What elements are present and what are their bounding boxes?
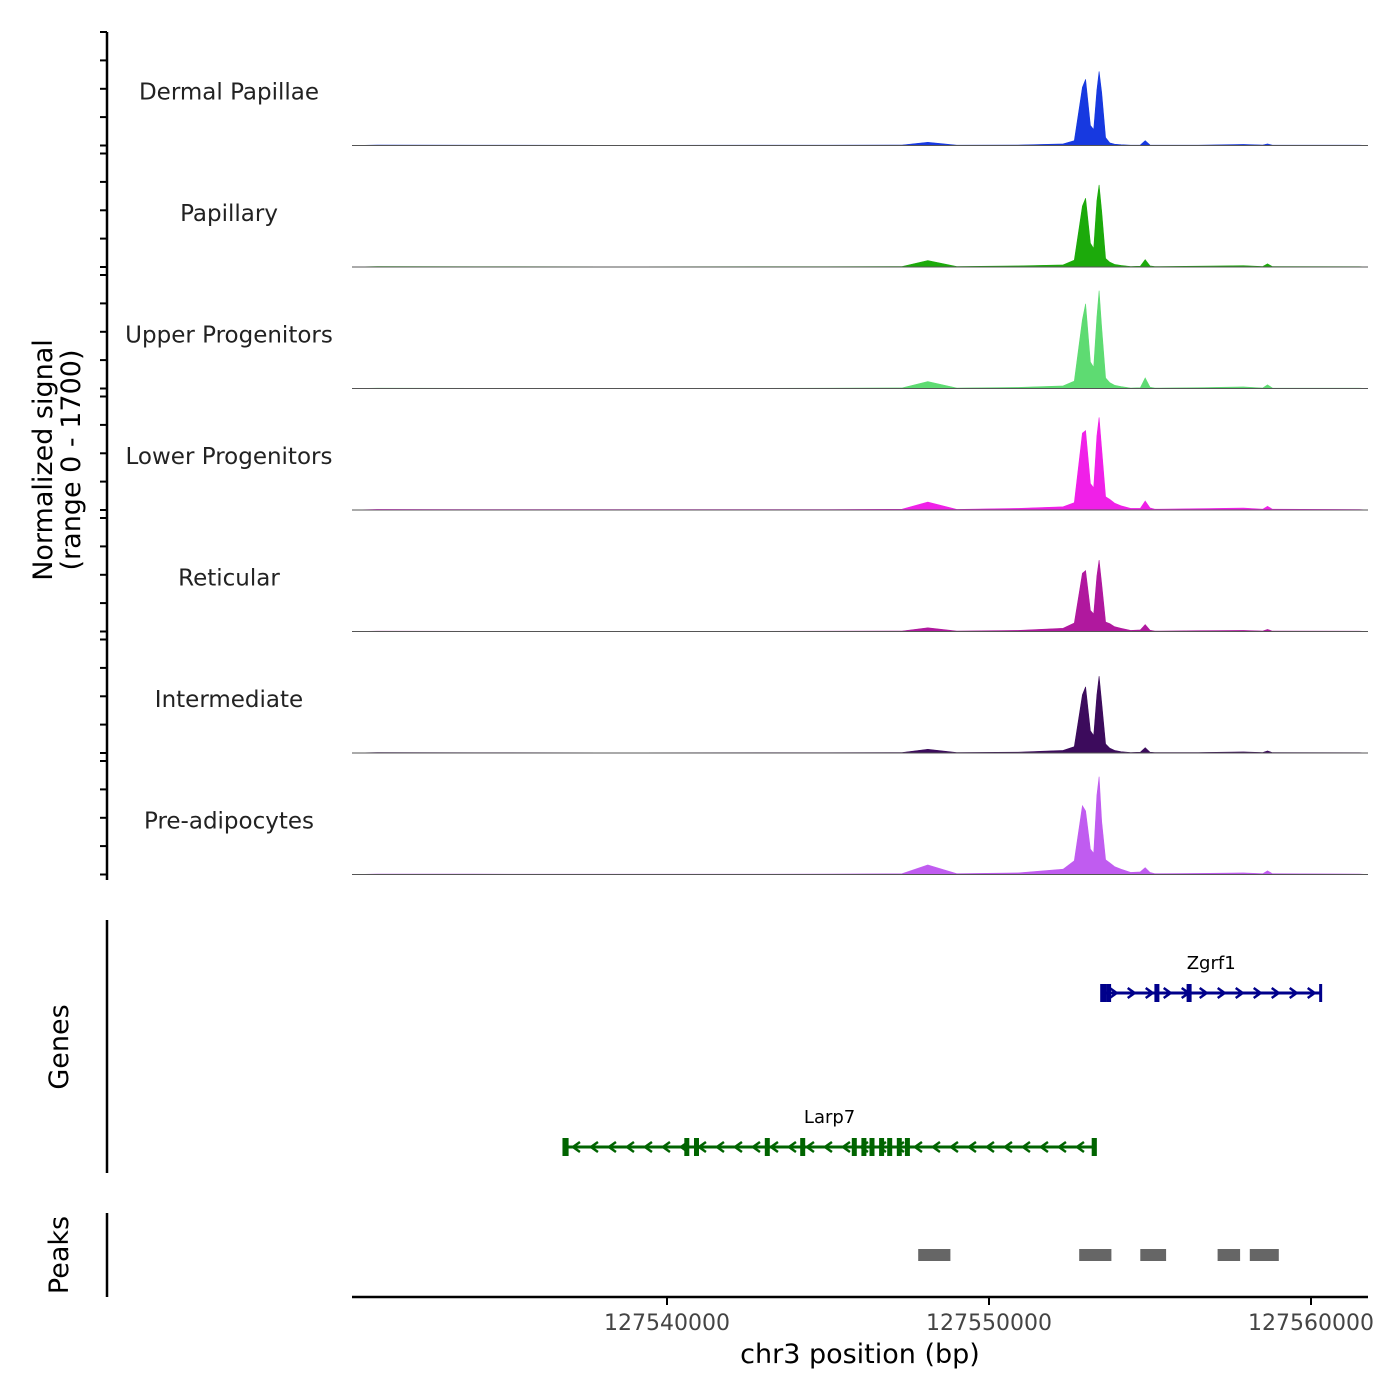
peak (1249, 1249, 1279, 1261)
x-tick-label: 127560000 (1248, 1311, 1374, 1336)
strand-arrow (1056, 1140, 1067, 1154)
peak (1079, 1249, 1112, 1261)
strand-arrow (732, 1140, 743, 1154)
exon (869, 1138, 875, 1156)
strand-arrow (714, 1140, 725, 1154)
strand-arrow (1252, 986, 1263, 1000)
strand-arrow (1126, 986, 1137, 1000)
gene-larp7: Larp7 (562, 1107, 1097, 1156)
x-tick-label: 127550000 (926, 1311, 1052, 1336)
track-label: Intermediate (155, 687, 303, 713)
exon (1186, 984, 1192, 1002)
signal-area (351, 559, 1369, 632)
exon (1154, 984, 1160, 1002)
track-papillary: Papillary (180, 184, 1369, 268)
x-axis-label: chr3 position (bp) (740, 1339, 980, 1370)
strand-arrow (768, 1140, 779, 1154)
strand-arrow (786, 1140, 797, 1154)
signal-ylabel-line1: Normalized signal (28, 339, 59, 581)
strand-arrow (1020, 1140, 1031, 1154)
exon (563, 1138, 569, 1156)
exon (904, 1138, 910, 1156)
track-label: Lower Progenitors (126, 444, 333, 470)
strand-arrow (588, 1140, 599, 1154)
signal-area (351, 776, 1369, 875)
genes-track-label: Genes (44, 1004, 75, 1089)
strand-arrow (1038, 1140, 1049, 1154)
exon (800, 1138, 806, 1156)
strand-arrow (984, 1140, 995, 1154)
exon (896, 1138, 902, 1156)
strand-arrow (606, 1140, 617, 1154)
strand-arrow (1074, 1140, 1085, 1154)
exon (851, 1138, 857, 1156)
peak (1217, 1249, 1241, 1261)
track-upper-progenitors: Upper Progenitors (125, 290, 1369, 389)
peak-track (918, 1249, 1279, 1261)
strand-arrow (1234, 986, 1245, 1000)
strand-arrow (1306, 986, 1317, 1000)
signal-ylabel-line2: (range 0 - 1700) (56, 350, 87, 571)
exon (861, 1138, 867, 1156)
strand-arrow (624, 1140, 635, 1154)
strand-arrow (804, 1140, 815, 1154)
peak (1140, 1249, 1167, 1261)
strand-arrow (822, 1140, 833, 1154)
strand-arrow (642, 1140, 653, 1154)
peaks-track-label: Peaks (44, 1216, 75, 1294)
signal-area (351, 71, 1369, 146)
track-label: Pre-adipocytes (144, 809, 314, 835)
exon (1101, 984, 1107, 1002)
track-lower-progenitors: Lower Progenitors (126, 417, 1369, 511)
track-label: Upper Progenitors (125, 323, 333, 349)
strand-arrow (1108, 986, 1119, 1000)
strand-arrow (948, 1140, 959, 1154)
strand-arrow (1002, 1140, 1013, 1154)
gene-track: Zgrf1 Larp7 (562, 953, 1323, 1156)
strand-arrow (1144, 986, 1155, 1000)
signal-area (351, 290, 1369, 389)
exon (879, 1138, 885, 1156)
x-axis: 127540000 127550000 127560000 (352, 1295, 1374, 1336)
gene-label: Zgrf1 (1187, 953, 1236, 974)
strand-arrow (750, 1140, 761, 1154)
x-tick-label: 127540000 (604, 1311, 730, 1336)
signal-area (351, 417, 1369, 511)
signal-area (351, 676, 1369, 754)
exon (764, 1138, 770, 1156)
peak (918, 1249, 951, 1261)
exon (1106, 984, 1112, 1002)
signal-tracks: Dermal Papillae Papillary Upper Progenitor… (125, 71, 1369, 875)
track-label: Papillary (180, 201, 278, 227)
strand-arrow (1270, 986, 1281, 1000)
track-dermal-papillae: Dermal Papillae (139, 71, 1369, 146)
track-label: Dermal Papillae (139, 80, 319, 106)
strand-arrow (912, 1140, 923, 1154)
track-pre-adipocytes: Pre-adipocytes (144, 776, 1369, 875)
strand-arrow (966, 1140, 977, 1154)
strand-arrow (660, 1140, 671, 1154)
exon (684, 1138, 690, 1156)
gene-zgrf1: Zgrf1 (1100, 953, 1323, 1002)
strand-arrow (1198, 986, 1209, 1000)
strand-arrow (1162, 986, 1173, 1000)
strand-arrow (570, 1140, 581, 1154)
strand-arrow (930, 1140, 941, 1154)
exon (694, 1138, 699, 1156)
strand-arrow (1288, 986, 1299, 1000)
track-intermediate: Intermediate (155, 676, 1369, 754)
exon (887, 1138, 893, 1156)
track-reticular: Reticular (178, 559, 1369, 632)
signal-area (351, 184, 1369, 268)
strand-arrow (840, 1140, 851, 1154)
signal-y-axis (100, 31, 109, 880)
strand-arrow (1216, 986, 1227, 1000)
gene-label: Larp7 (804, 1107, 855, 1128)
track-label: Reticular (178, 566, 280, 592)
